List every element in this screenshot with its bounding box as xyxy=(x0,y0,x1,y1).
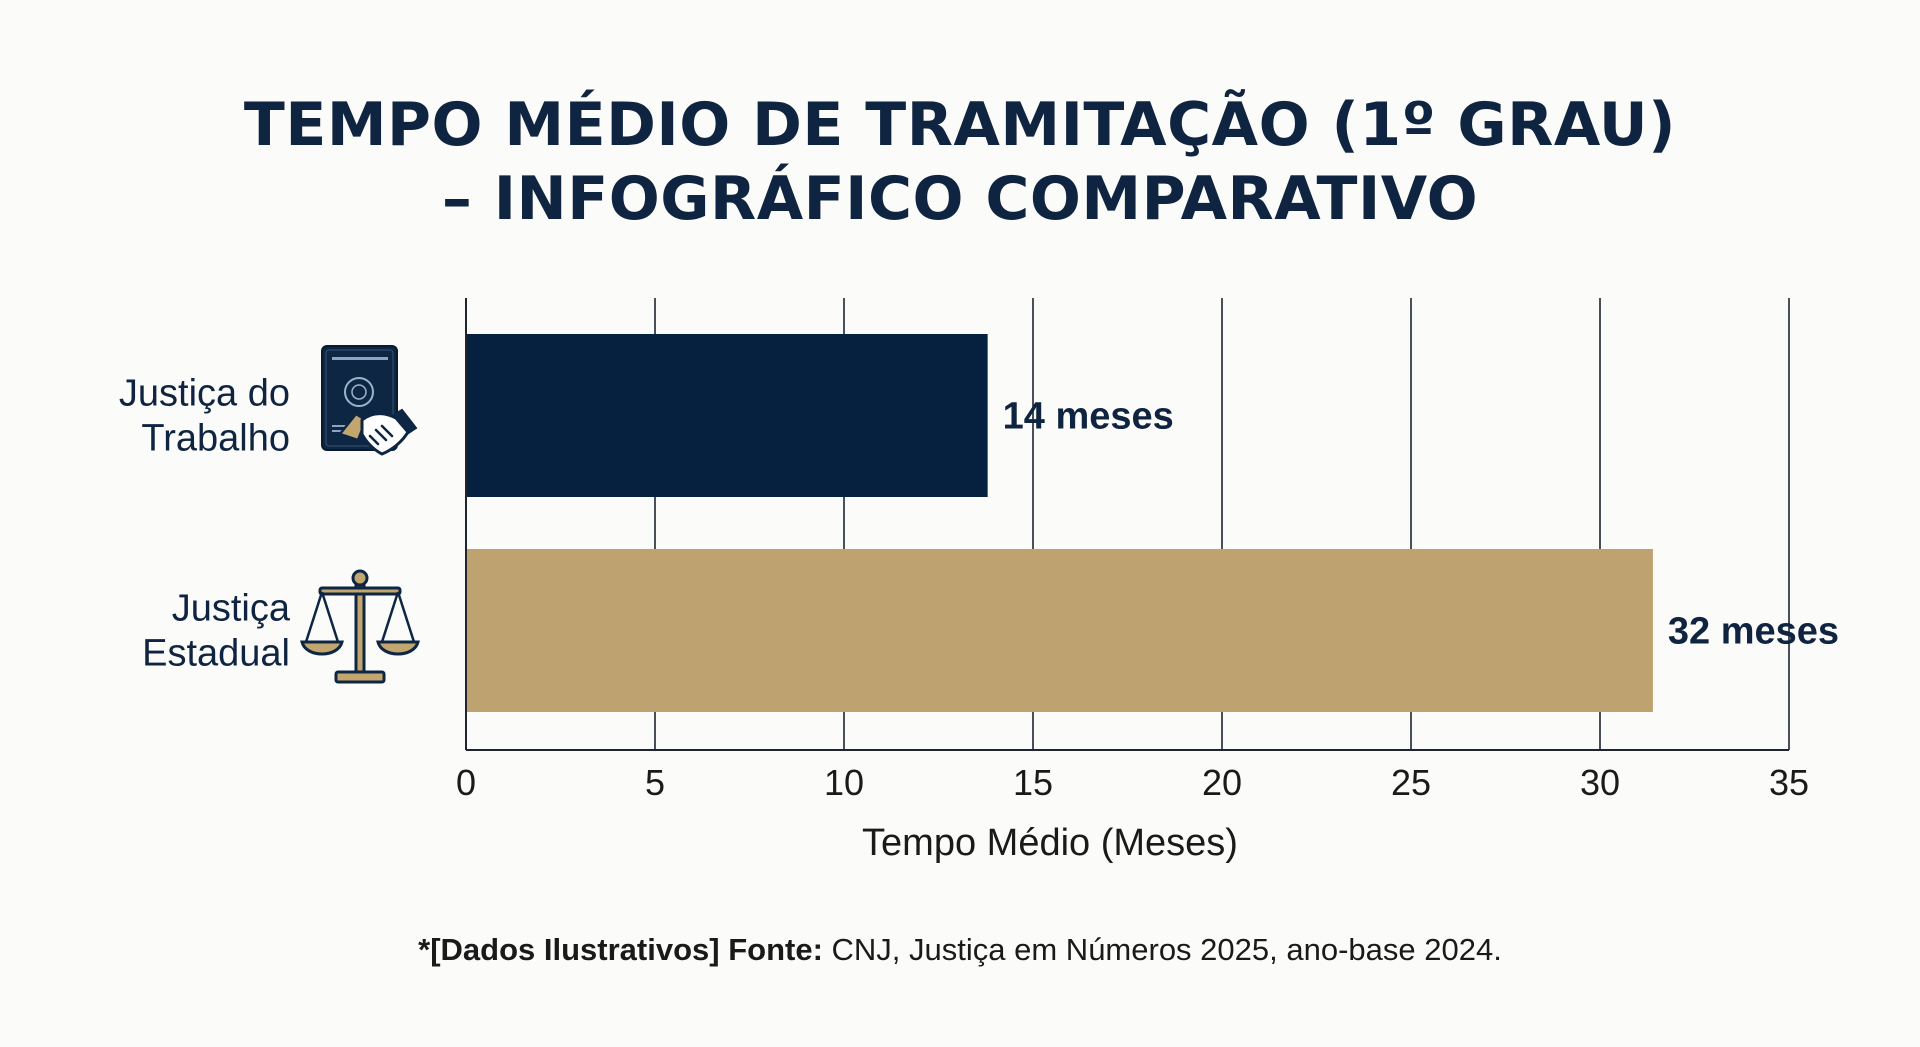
category-label-2-line-2: Estadual xyxy=(142,633,290,675)
source-footnote: *[Dados Ilustrativos] Fonte: CNJ, Justiç… xyxy=(0,932,1920,968)
category-label-2-line-1: Justiça xyxy=(172,588,291,630)
x-tick-label-30: 30 xyxy=(1580,762,1620,803)
x-axis-title: Tempo Médio (Meses) xyxy=(862,822,1238,864)
chart-title-line-1: TEMPO MÉDIO DE TRAMITAÇÃO (1º GRAU) xyxy=(243,90,1677,160)
bar-2 xyxy=(466,549,1653,712)
axes xyxy=(465,298,1789,751)
category-labels: Justiça do Trabalho Justiça Estadual xyxy=(119,373,291,675)
category-label-1-line-2: Trabalho xyxy=(141,418,290,460)
scales-of-justice-icon xyxy=(300,569,420,684)
x-tick-label-35: 35 xyxy=(1769,762,1809,803)
bar-1 xyxy=(466,334,988,497)
x-tick-label-5: 5 xyxy=(645,762,665,803)
x-tick-label-10: 10 xyxy=(824,762,864,803)
chart-title: TEMPO MÉDIO DE TRAMITAÇÃO (1º GRAU) – IN… xyxy=(0,88,1920,236)
x-tick-labels: 0 5 10 15 20 25 30 35 xyxy=(456,762,1809,803)
x-tick-label-20: 20 xyxy=(1202,762,1242,803)
value-label-1: 14 meses xyxy=(1003,396,1174,438)
category-label-2: Justiça Estadual xyxy=(142,588,291,675)
x-tick-label-15: 15 xyxy=(1013,762,1053,803)
category-label-1-line-1: Justiça do xyxy=(119,373,290,415)
x-tick-label-25: 25 xyxy=(1391,762,1431,803)
chart-title-line-2: – INFOGRÁFICO COMPARATIVO xyxy=(441,164,1479,234)
footnote-text: CNJ, Justiça em Números 2025, ano-base 2… xyxy=(822,932,1502,967)
footnote-bold: *[Dados Ilustrativos] Fonte: xyxy=(418,932,823,967)
category-label-1: Justiça do Trabalho xyxy=(119,373,290,460)
category-icons xyxy=(300,345,420,684)
bars xyxy=(466,334,1653,712)
work-card-handshake-icon xyxy=(321,345,418,456)
value-labels: 14 meses 32 meses xyxy=(1003,396,1839,653)
value-label-2: 32 meses xyxy=(1668,611,1839,653)
x-tick-label-0: 0 xyxy=(456,762,476,803)
